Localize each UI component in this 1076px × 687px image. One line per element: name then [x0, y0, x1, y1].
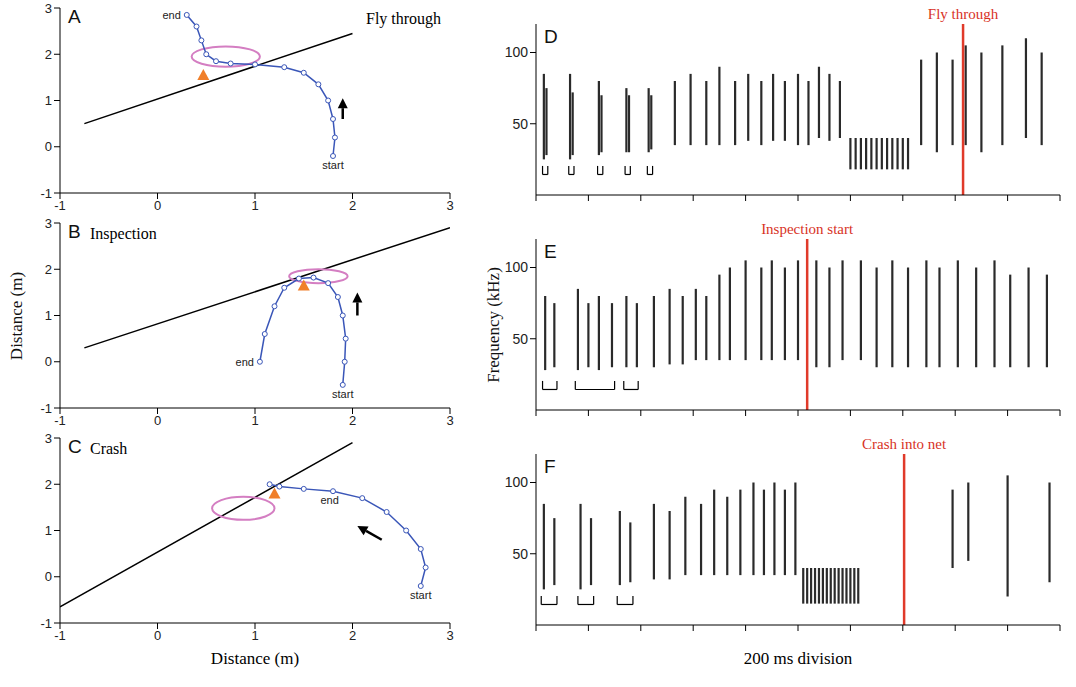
svg-text:Inspection start: Inspection start	[761, 221, 854, 237]
svg-text:2: 2	[45, 47, 52, 62]
html-text:B: B	[68, 221, 81, 242]
svg-text:100: 100	[505, 474, 529, 490]
svg-text:0: 0	[154, 198, 161, 213]
svg-text:100: 100	[505, 259, 529, 275]
svg-text:2: 2	[349, 198, 356, 213]
svg-text:end: end	[320, 494, 338, 506]
svg-text:1: 1	[251, 413, 258, 428]
svg-text:2: 2	[45, 262, 52, 277]
html-text:Distance (m): Distance (m)	[210, 649, 300, 668]
svg-text:-1: -1	[40, 616, 52, 631]
svg-text:3: 3	[446, 413, 453, 428]
svg-text:1: 1	[251, 198, 258, 213]
svg-text:0: 0	[154, 413, 161, 428]
svg-text:2: 2	[45, 477, 52, 492]
svg-text:3: 3	[446, 628, 453, 643]
svg-text:3: 3	[45, 1, 52, 16]
html-text:Distance (m): Distance (m)	[7, 271, 26, 360]
svg-text:1: 1	[45, 523, 52, 538]
svg-text:0: 0	[45, 139, 52, 154]
svg-text:start: start	[332, 388, 353, 400]
svg-text:-1: -1	[54, 413, 66, 428]
svg-text:start: start	[410, 589, 431, 601]
svg-text:Fly through: Fly through	[928, 6, 999, 22]
html-text:D: D	[544, 26, 558, 47]
svg-text:end: end	[162, 9, 180, 21]
html-text:Frequency (kHz): Frequency (kHz)	[484, 266, 503, 383]
svg-text:0: 0	[154, 628, 161, 643]
svg-text:50: 50	[512, 546, 528, 562]
svg-text:end: end	[236, 356, 254, 368]
html-text:Fly through: Fly through	[366, 10, 442, 27]
svg-text:-1: -1	[54, 628, 66, 643]
html-text:Inspection: Inspection	[90, 225, 157, 242]
svg-text:2: 2	[349, 413, 356, 428]
svg-text:3: 3	[45, 216, 52, 231]
svg-text:100: 100	[505, 44, 529, 60]
svg-text:-1: -1	[54, 198, 66, 213]
svg-text:50: 50	[512, 116, 528, 132]
svg-text:-1: -1	[40, 401, 52, 416]
html-text:Crash: Crash	[90, 440, 128, 457]
html-text:F: F	[544, 456, 556, 477]
svg-text:3: 3	[446, 198, 453, 213]
svg-text:1: 1	[45, 93, 52, 108]
svg-text:1: 1	[45, 308, 52, 323]
html-text:A: A	[68, 6, 81, 27]
html-text:200 ms division: 200 ms division	[743, 649, 853, 668]
svg-text:50: 50	[512, 331, 528, 347]
svg-text:2: 2	[349, 628, 356, 643]
html-text:E: E	[544, 241, 557, 262]
svg-text:0: 0	[45, 569, 52, 584]
svg-text:start: start	[322, 159, 343, 171]
svg-text:-1: -1	[40, 186, 52, 201]
svg-text:Crash into net: Crash into net	[862, 436, 947, 452]
svg-text:3: 3	[45, 431, 52, 446]
svg-text:1: 1	[251, 628, 258, 643]
svg-text:0: 0	[45, 354, 52, 369]
html-text:C: C	[68, 436, 82, 457]
